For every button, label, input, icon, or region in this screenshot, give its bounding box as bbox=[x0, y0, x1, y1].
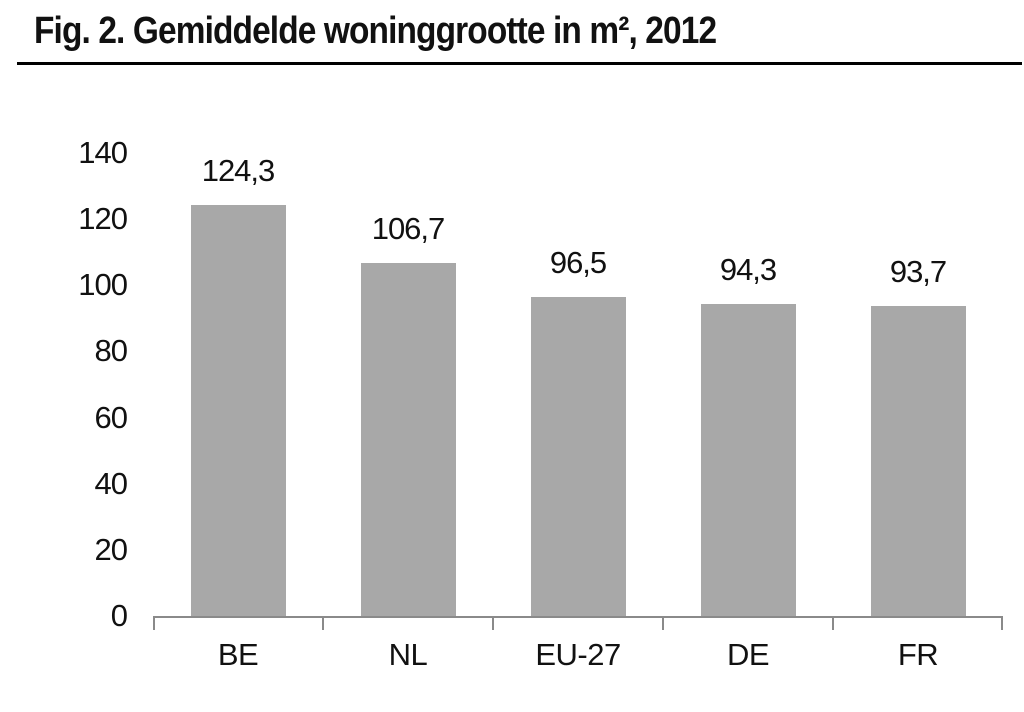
bar-nl bbox=[360, 263, 456, 616]
x-axis-category-label: EU-27 bbox=[535, 637, 621, 672]
x-axis-labels: BE NL EU-27 DE FR bbox=[153, 638, 1003, 678]
figure-title: Fig. 2. Gemiddelde woninggrootte in m², … bbox=[34, 10, 717, 52]
bar-value-label: 106,7 bbox=[371, 211, 446, 246]
x-axis-category-label: BE bbox=[217, 637, 259, 672]
x-axis-category-label: NL bbox=[388, 637, 428, 672]
y-axis-tick-label: 60 bbox=[94, 399, 128, 435]
x-axis-tick bbox=[662, 616, 664, 630]
bar-de bbox=[700, 304, 796, 616]
x-axis-category-label: DE bbox=[726, 637, 770, 672]
bar-value-label: 96,5 bbox=[549, 245, 607, 280]
bar-be bbox=[190, 205, 286, 616]
x-axis-category-label: FR bbox=[897, 637, 939, 672]
y-axis-labels: 0 20 40 60 80 100 120 140 bbox=[27, 137, 128, 632]
bar-fr bbox=[870, 306, 966, 616]
y-axis-tick-label: 100 bbox=[78, 267, 128, 303]
bar-value-label: 124,3 bbox=[201, 153, 276, 188]
bar-eu-27 bbox=[530, 297, 626, 616]
y-axis-tick-label: 80 bbox=[94, 333, 128, 369]
y-axis-tick-label: 0 bbox=[110, 598, 128, 633]
y-axis-tick-label: 140 bbox=[78, 135, 128, 170]
bar-value-label: 93,7 bbox=[889, 254, 947, 289]
y-axis-tick-label: 120 bbox=[78, 201, 128, 237]
x-axis-tick bbox=[492, 616, 494, 630]
x-axis-tick bbox=[832, 616, 834, 630]
y-axis-tick-label: 20 bbox=[94, 531, 128, 567]
x-axis-tick bbox=[153, 616, 155, 630]
x-axis-tick bbox=[322, 616, 324, 630]
x-axis-tick bbox=[1001, 616, 1003, 630]
y-axis-tick-label: 40 bbox=[94, 465, 128, 501]
title-rule bbox=[17, 62, 1022, 65]
plot-area: 124,3 106,7 96,5 94,3 93,7 bbox=[153, 153, 1003, 630]
bar-value-label: 94,3 bbox=[719, 252, 777, 287]
